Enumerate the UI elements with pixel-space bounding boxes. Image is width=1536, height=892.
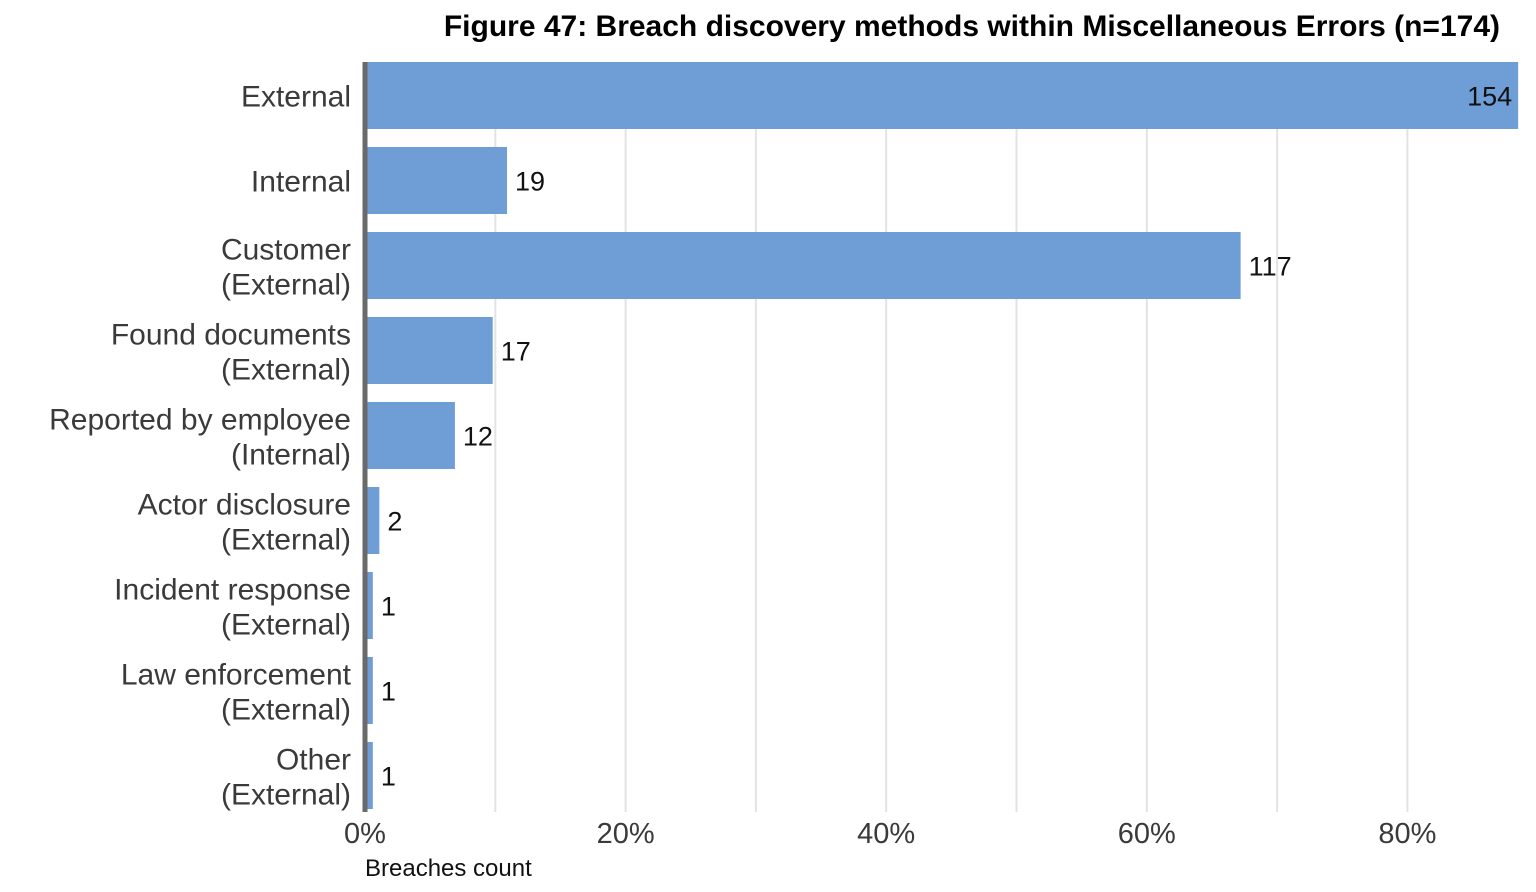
value-label: 1 xyxy=(381,762,396,792)
x-axis-title: Breaches count xyxy=(365,855,532,882)
value-label: 117 xyxy=(1249,252,1292,282)
value-label: 2 xyxy=(387,507,402,537)
category-label: Customer (External) xyxy=(221,234,351,302)
bar xyxy=(365,317,493,384)
category-label: Actor disclosure (External) xyxy=(138,489,351,557)
x-tick-label: 40% xyxy=(857,818,915,850)
x-tick-label: 60% xyxy=(1118,818,1176,850)
category-label: External xyxy=(241,81,351,114)
gridlines xyxy=(494,62,1409,812)
value-label: 154 xyxy=(1467,82,1512,112)
category-label: Law enforcement (External) xyxy=(121,659,352,727)
category-label: Found documents (External) xyxy=(111,319,351,387)
value-label: 12 xyxy=(463,422,493,452)
bars xyxy=(365,62,1519,809)
bar xyxy=(365,657,373,724)
value-label: 19 xyxy=(515,167,545,197)
bar xyxy=(365,147,508,214)
x-tick-label: 80% xyxy=(1378,818,1436,850)
x-axis-ticks: 0% 20% 40% 60% 80% xyxy=(344,818,1436,850)
bar xyxy=(365,232,1241,299)
bar xyxy=(365,487,380,554)
bar xyxy=(365,572,373,639)
category-labels: External Internal Customer (External) Found … xyxy=(49,81,352,812)
value-label: 17 xyxy=(501,337,531,367)
category-label: Other (External) xyxy=(221,744,351,812)
category-label: Incident response (External) xyxy=(114,574,351,642)
x-tick-label: 0% xyxy=(344,818,386,850)
category-label: Internal xyxy=(251,166,351,199)
bar xyxy=(365,402,455,469)
bar xyxy=(365,62,1519,129)
category-label: Reported by employee (Internal) xyxy=(49,404,351,472)
x-tick-label: 20% xyxy=(597,818,655,850)
value-label: 1 xyxy=(381,592,396,622)
bar xyxy=(365,742,373,809)
value-labels: 154 19 117 17 12 2 1 1 1 xyxy=(381,82,1512,792)
value-label: 1 xyxy=(381,677,396,707)
chart-title: Figure 47: Breach discovery methods with… xyxy=(444,10,1500,43)
